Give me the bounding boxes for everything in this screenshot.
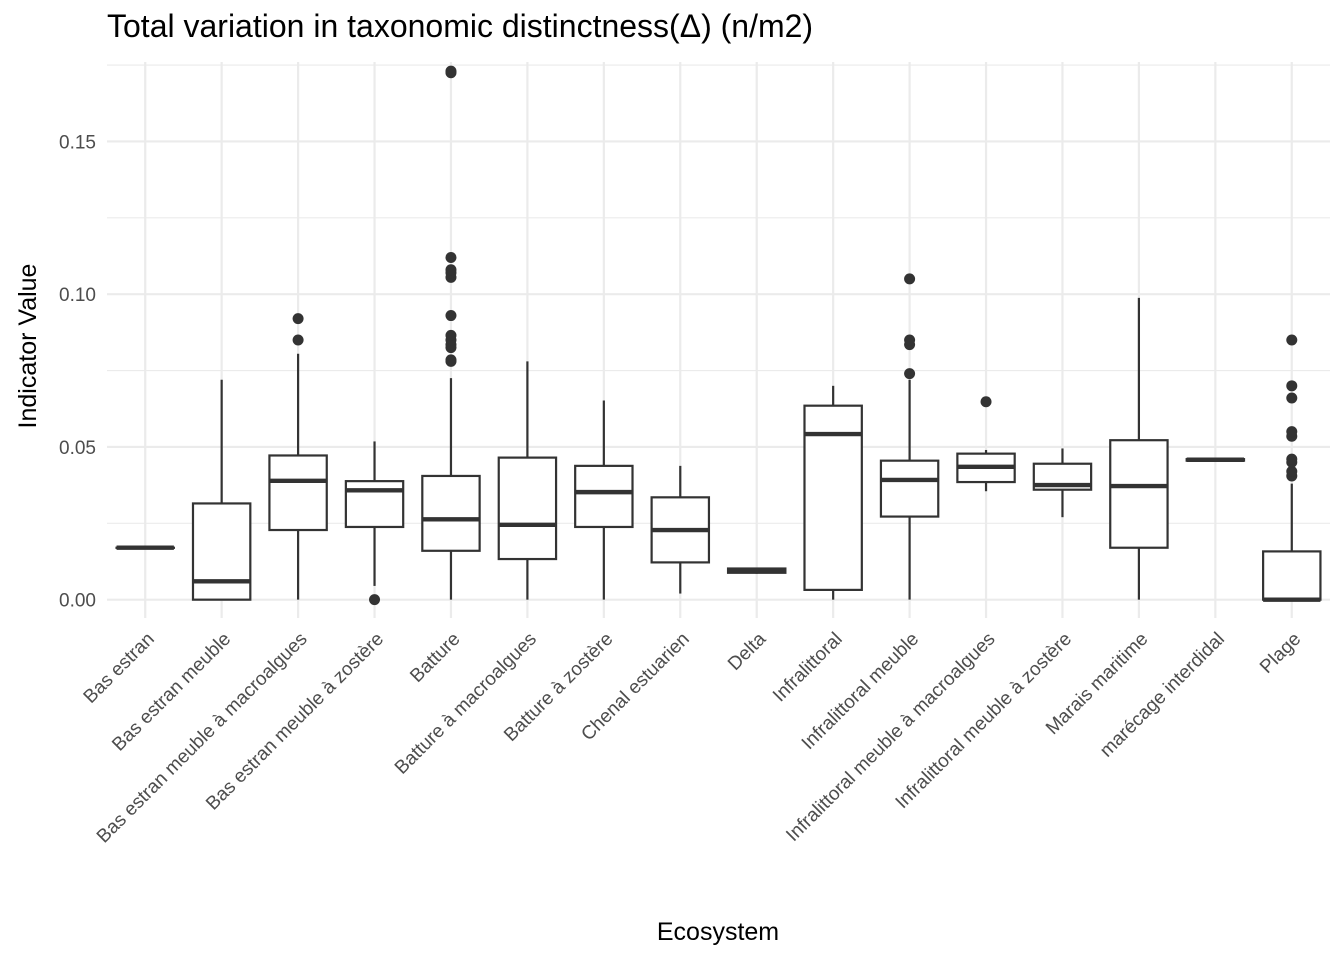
x-tick-label: marécage interdidal [1096, 629, 1229, 762]
x-tick-label: Plage [1256, 629, 1305, 678]
box-group [1262, 334, 1322, 602]
outlier-point [1286, 465, 1298, 477]
box-group [574, 400, 634, 600]
outlier-point [1286, 453, 1298, 465]
box-rect [191, 502, 252, 601]
outlier-point [1286, 380, 1298, 392]
box-group [879, 273, 940, 600]
y-tick-label: 0.00 [59, 591, 96, 612]
box-rect [803, 404, 863, 591]
x-tick-label: Batture [406, 629, 464, 687]
box-rect [1109, 439, 1169, 549]
boxes [115, 65, 1322, 606]
y-axis-title: Indicator Value [14, 264, 42, 429]
y-tick-label: 0.15 [59, 132, 96, 153]
chart-title: Total variation in taxonomic distinctnes… [107, 8, 814, 44]
box-rect [268, 454, 328, 532]
box-group [1185, 457, 1246, 462]
outlier-point [904, 273, 916, 285]
box-rect [574, 464, 634, 529]
outlier-point [445, 329, 457, 341]
x-tick-label: Infralittoral [769, 629, 847, 707]
outlier-point [1286, 392, 1298, 404]
box-group [421, 65, 481, 600]
outlier-point [445, 310, 457, 322]
x-tick-label: Batture à macroalgues [391, 629, 541, 779]
box-rect [421, 474, 481, 552]
box-rect [344, 480, 405, 529]
box-group [1032, 448, 1093, 518]
box-rect [879, 459, 940, 518]
outlier-point [369, 594, 381, 606]
outlier-point [292, 313, 304, 325]
box-group [191, 379, 252, 601]
outlier-point [445, 65, 457, 77]
box-rect [1262, 550, 1322, 601]
y-tick-label: 0.10 [59, 285, 96, 306]
x-tick-label: Bas estran [80, 629, 159, 708]
outlier-point [292, 334, 304, 346]
outlier-point [1286, 334, 1298, 346]
box-group [956, 396, 1016, 492]
outlier-point [445, 264, 457, 276]
box-group [726, 567, 787, 574]
outlier-point [1286, 426, 1298, 438]
box-group [650, 465, 711, 594]
outlier-point [445, 354, 457, 366]
outlier-point [980, 396, 992, 408]
box-group [1109, 297, 1169, 600]
box-rect [497, 456, 558, 561]
box-group [497, 361, 558, 600]
y-tick-label: 0.05 [59, 438, 96, 459]
outlier-point [904, 334, 916, 346]
outlier-point [445, 252, 457, 264]
x-axis-title: Ecosystem [657, 918, 779, 946]
box-group [803, 385, 863, 600]
x-tick-label: Delta [724, 628, 771, 675]
outlier-point [904, 368, 916, 380]
box-group [268, 313, 328, 600]
y-axis-ticks: 0.00 0.05 0.10 0.15 [59, 132, 96, 611]
box-group [344, 441, 405, 606]
